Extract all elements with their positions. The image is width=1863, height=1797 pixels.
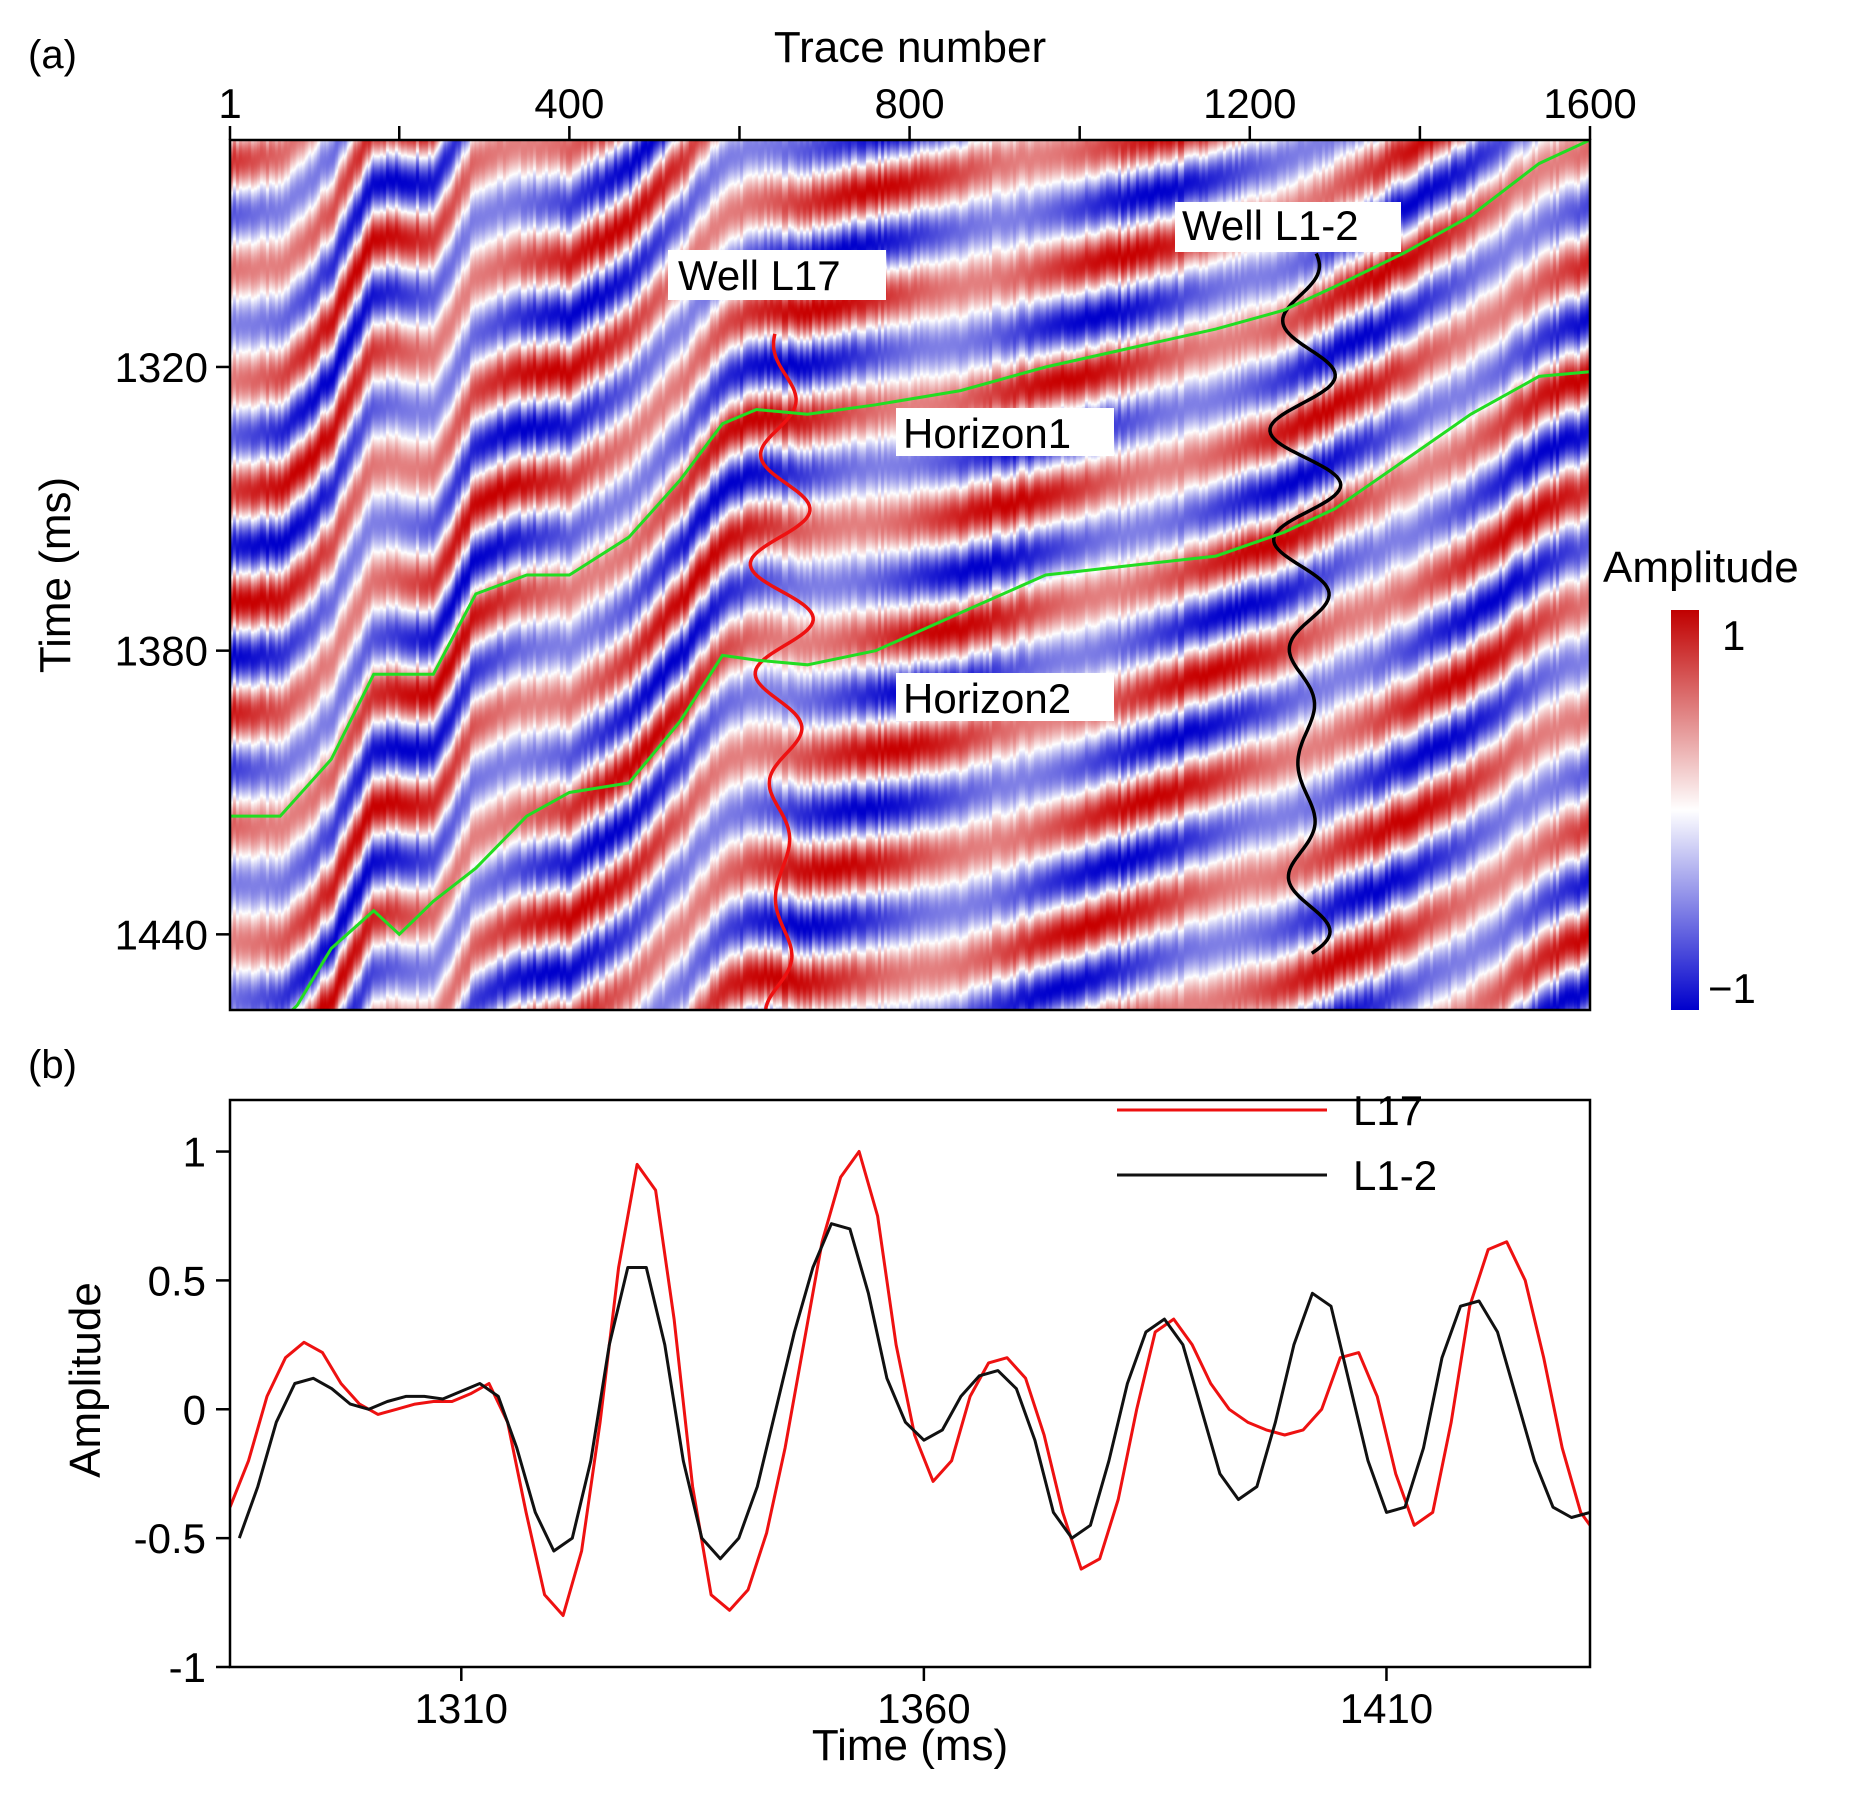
y-tick-label: -0.5 <box>134 1515 206 1562</box>
colorbar-min-label: −1 <box>1708 965 1756 1012</box>
legend-l12-label: L1-2 <box>1353 1152 1437 1199</box>
panel-b-xlabel: Time (ms) <box>812 1721 1008 1770</box>
panel-a-ylabel: Time (ms) <box>31 477 80 673</box>
series-line-l1-2 <box>237 1222 1590 1561</box>
well-l12-label: Well L1-2 <box>1182 202 1359 249</box>
horizon2-label-bg <box>896 673 1114 721</box>
seismic-section-heatmap <box>230 140 1590 1010</box>
x-tick-label: 1600 <box>1543 80 1636 127</box>
well-l17-label-bg <box>668 250 886 300</box>
colorbar-title: Amplitude <box>1603 543 1799 592</box>
horizon2-line <box>290 370 1590 1010</box>
y-tick-label: 0 <box>183 1386 206 1433</box>
x-tick-label: 800 <box>875 80 945 127</box>
horizon2-label: Horizon2 <box>903 675 1071 722</box>
y-tick-label: 1380 <box>115 628 208 675</box>
panel-a-title: Trace number <box>774 23 1046 72</box>
panel-b-frame <box>228 1098 1592 1669</box>
y-tick-label: 1440 <box>115 911 208 958</box>
y-tick-label: 1320 <box>115 344 208 391</box>
y-tick-label: 0.5 <box>148 1257 206 1304</box>
panel-b-axes: 1310 1360 1410 1 0.5 0 -0.5 -1 <box>134 1129 1434 1732</box>
x-tick-label: 1310 <box>415 1685 508 1732</box>
panel-a-label: (a) <box>28 33 77 77</box>
panel-b-ylabel: Amplitude <box>61 1282 110 1478</box>
y-tick-label: 1 <box>183 1129 206 1176</box>
well-l17-label: Well L17 <box>678 252 841 299</box>
panel-a-axes: 1 400 800 1200 1600 1320 1380 1440 <box>115 80 1637 958</box>
x-tick-label: 1200 <box>1203 80 1296 127</box>
horizons-layer <box>230 140 1590 1010</box>
panel-b-label: (b) <box>28 1043 77 1087</box>
horizon1-line <box>230 140 1590 818</box>
colorbar <box>1671 610 1699 1010</box>
well-logs-layer <box>748 252 1343 1010</box>
legend-l17-label: L17 <box>1353 1087 1423 1134</box>
amplitude-lines <box>230 1150 1590 1617</box>
well-l17-trace <box>748 333 815 1010</box>
x-tick-label: 1360 <box>877 1685 970 1732</box>
y-tick-label: -1 <box>169 1644 206 1691</box>
well-l12-label-bg <box>1175 202 1401 252</box>
well-l12-trace <box>1268 252 1343 955</box>
x-tick-label: 1410 <box>1340 1685 1433 1732</box>
colorbar-max-label: 1 <box>1722 612 1745 659</box>
horizon1-label-bg <box>896 408 1114 456</box>
x-tick-label: 400 <box>534 80 604 127</box>
series-line-l17 <box>230 1150 1590 1617</box>
x-tick-label: 1 <box>218 80 241 127</box>
horizon1-label: Horizon1 <box>903 410 1071 457</box>
seismic-image <box>230 140 1590 1010</box>
